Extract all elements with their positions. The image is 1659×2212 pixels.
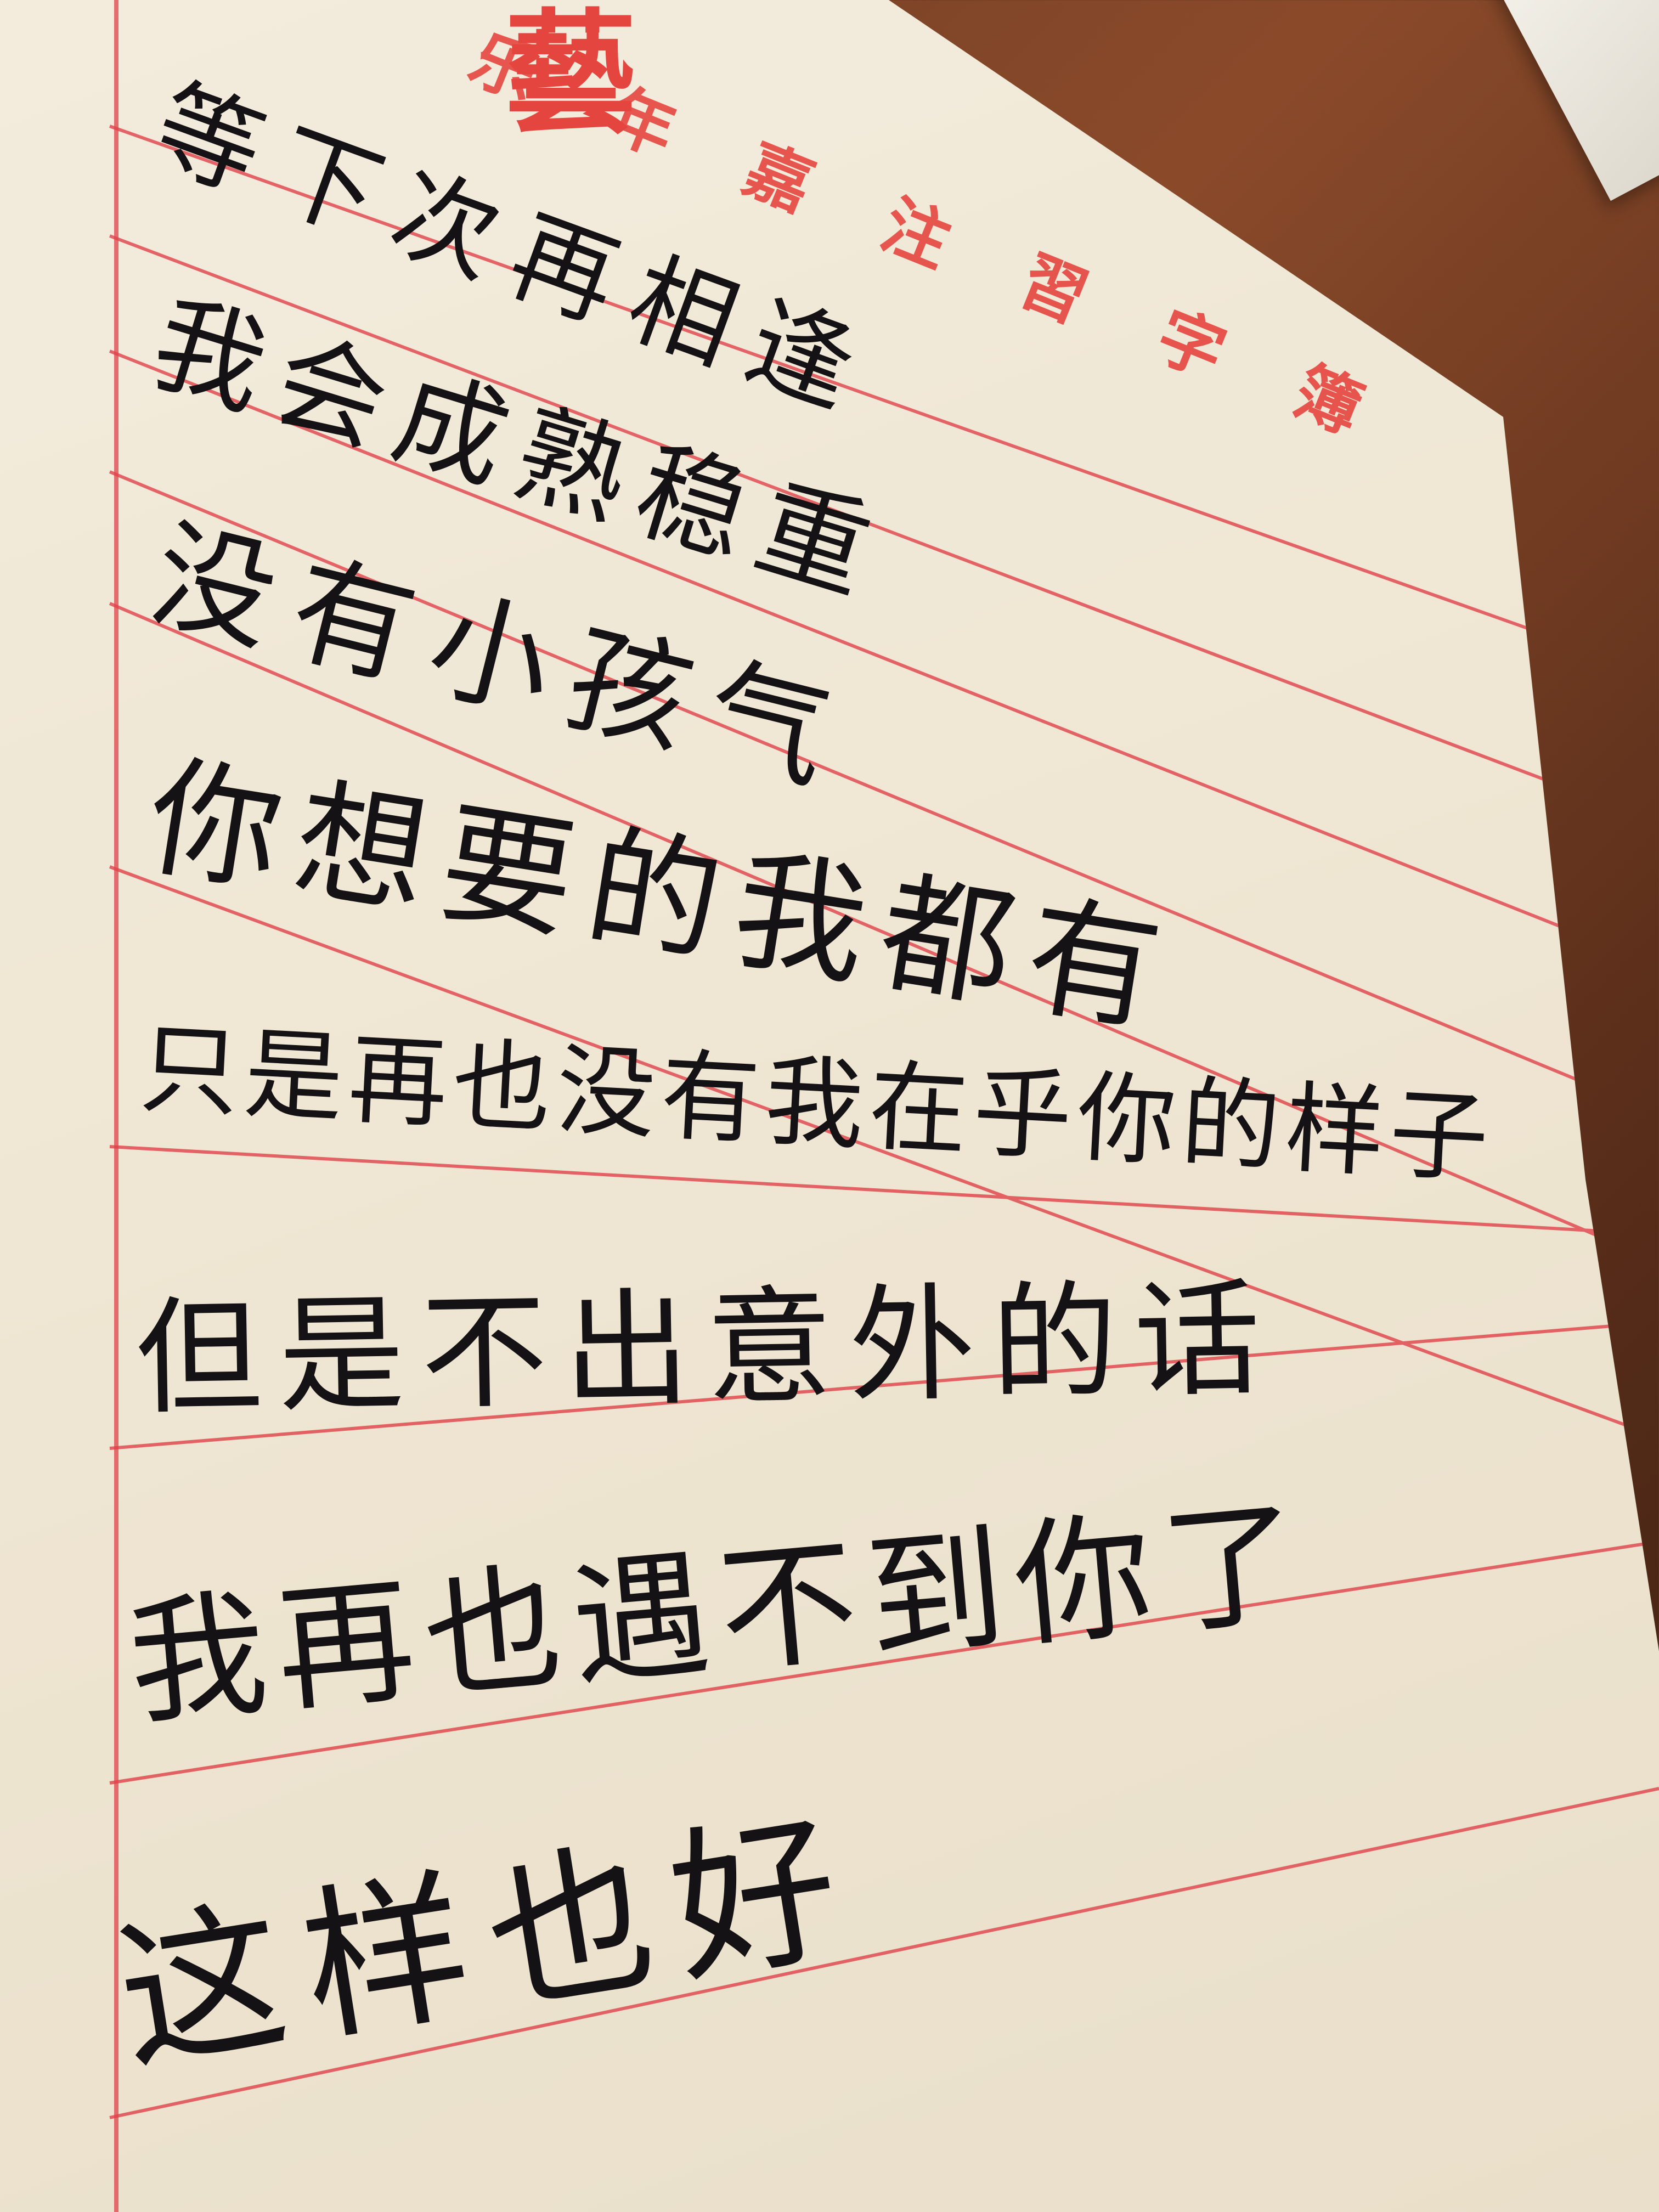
margin-line — [114, 0, 119, 2212]
handwriting-line-6: 但是不出意外的话 — [134, 1266, 1278, 1433]
background-paper-stack — [1492, 0, 1659, 201]
